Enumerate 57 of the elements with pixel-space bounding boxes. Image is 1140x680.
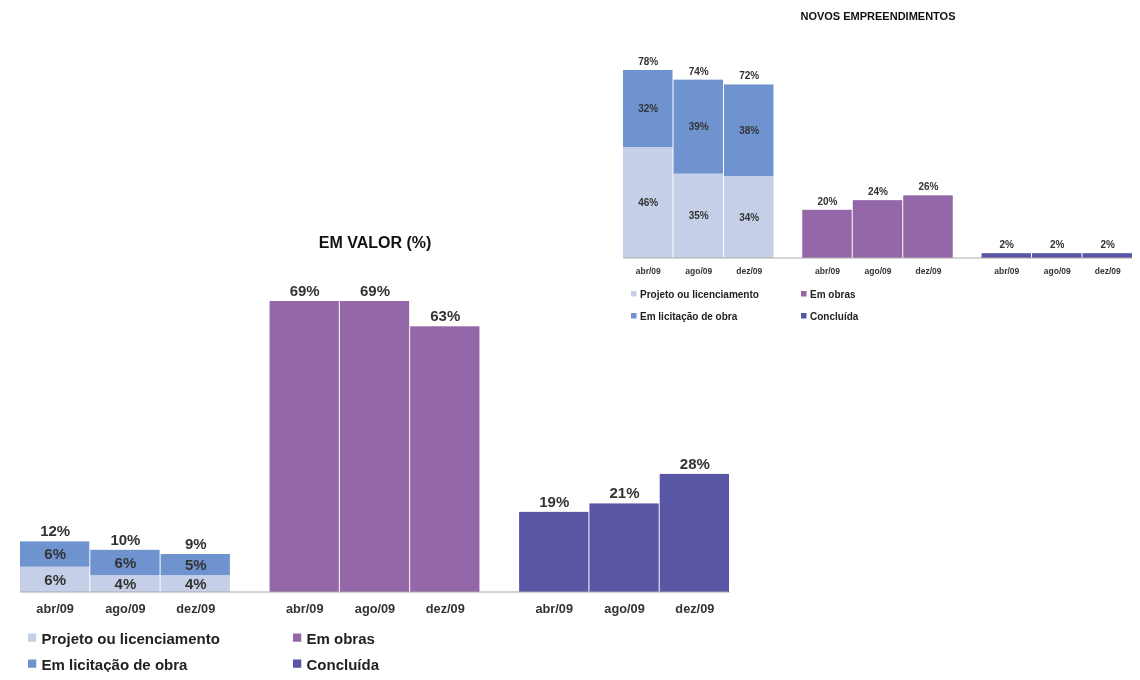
- data-label: 21%: [609, 484, 640, 502]
- x-tick-label: dez/09: [675, 601, 715, 616]
- legend-label: Projeto ou licenciamento: [640, 289, 759, 300]
- data-label: 28%: [679, 454, 710, 472]
- x-tick-label: abr/09: [285, 601, 324, 616]
- legend-label: Em obras: [306, 630, 375, 647]
- chart-title: NOVOS EMPREENDIMENTOS: [800, 10, 956, 22]
- data-label: 6%: [44, 545, 66, 563]
- data-label: 69%: [289, 282, 320, 299]
- data-label: 2%: [1050, 239, 1065, 251]
- data-label: 69%: [359, 282, 391, 299]
- total-label: 78%: [638, 56, 659, 67]
- data-label: 24%: [867, 186, 889, 198]
- data-label: 19%: [539, 492, 570, 510]
- data-label: 6%: [114, 553, 137, 571]
- x-tick-label: dez/09: [425, 601, 465, 616]
- data-label: 20%: [817, 195, 838, 207]
- data-label: 34%: [739, 211, 760, 223]
- x-tick-label: dez/09: [1094, 266, 1122, 276]
- total-label: 74%: [688, 65, 709, 77]
- data-label: 35%: [688, 210, 709, 222]
- data-label: 38%: [739, 124, 760, 136]
- total-label: 72%: [739, 70, 760, 82]
- total-label: 12%: [40, 522, 71, 540]
- total-label: 9%: [184, 535, 207, 553]
- legend-label: Em licitação de obra: [640, 311, 738, 322]
- x-tick-label: abr/09: [635, 266, 662, 276]
- x-tick-label: dez/09: [176, 601, 216, 616]
- data-label: 2%: [999, 239, 1015, 251]
- data-label: 26%: [918, 181, 939, 193]
- legend-label: Em obras: [810, 289, 857, 300]
- legend-label: Concluída: [810, 311, 859, 322]
- data-label: 39%: [688, 121, 709, 133]
- data-label: 4%: [184, 574, 207, 592]
- chart-title: EM VALOR (%): [318, 234, 432, 251]
- x-tick-label: ago/09: [1043, 266, 1071, 276]
- x-tick-label: dez/09: [915, 266, 942, 276]
- x-tick-label: dez/09: [736, 266, 763, 276]
- total-label: 10%: [110, 530, 141, 548]
- data-label: 6%: [44, 570, 66, 588]
- legend-label: Concluída: [306, 656, 380, 673]
- data-label: 63%: [430, 307, 461, 325]
- data-label: 2%: [1100, 239, 1116, 251]
- x-tick-label: ago/09: [354, 601, 396, 616]
- x-tick-label: abr/09: [814, 266, 841, 276]
- x-tick-label: abr/09: [994, 266, 1020, 276]
- data-label: 32%: [638, 103, 659, 115]
- x-tick-label: ago/09: [604, 601, 645, 616]
- x-tick-label: ago/09: [685, 266, 713, 276]
- x-tick-label: abr/09: [36, 601, 74, 616]
- legend-label: Projeto ou licenciamento: [41, 630, 220, 647]
- data-label: 46%: [638, 197, 659, 209]
- x-tick-label: abr/09: [535, 601, 574, 616]
- x-tick-label: ago/09: [105, 601, 146, 616]
- data-label: 5%: [184, 555, 207, 573]
- data-label: 4%: [114, 574, 137, 592]
- x-tick-label: ago/09: [864, 266, 892, 276]
